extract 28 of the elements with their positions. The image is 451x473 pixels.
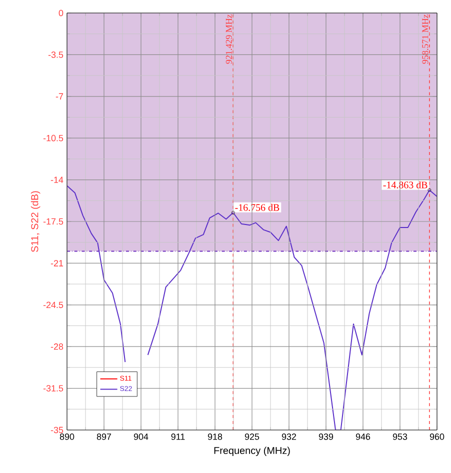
x-tick-label: 953 [392,434,408,440]
y-tick-label: -35 [50,426,64,434]
y-tick-label: -24.5 [43,302,64,308]
ref-line-label: 921.429 MHz [226,14,232,64]
x-tick-label: 897 [96,434,112,440]
x-axis-title: Frequency (MHz) [214,446,290,456]
y-tick-label: -17.5 [43,218,64,225]
y-tick-label: -31.5 [43,385,64,392]
x-tick-label: 911 [171,434,185,440]
x-tick-label: 932 [282,434,296,440]
x-tick-label: 939 [318,434,334,440]
x-tick-label: 890 [60,434,74,440]
x-tick-label: 946 [356,434,370,440]
y-tick-label: -3.5 [48,52,64,58]
y-tick-label: 0 [58,10,64,16]
annotation: -14.863 dB [383,181,428,188]
y-tick-label: -21 [50,260,64,266]
x-tick-label: 904 [134,434,148,440]
y-tick-label: -28 [50,343,64,350]
ref-line-label: 958.571 MHz [422,14,428,64]
y-tick-label: -7 [56,93,64,100]
x-tick-label: 925 [244,434,260,440]
annotation: -16.756 dB [235,204,280,211]
x-tick-label: 918 [208,434,222,440]
y-axis-title: S11, S22 (dB) [30,191,40,252]
y-tick-label: -14 [50,176,64,183]
y-tick-label: -10.5 [43,134,64,142]
x-tick-label: 960 [430,434,444,440]
